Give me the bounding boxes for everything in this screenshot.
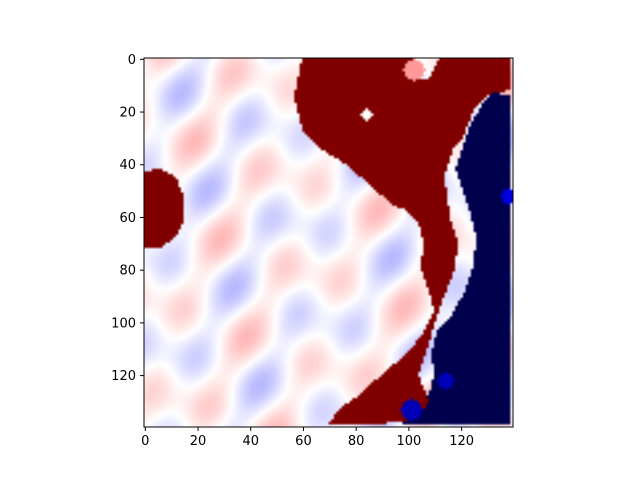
x-tick-label: 0 xyxy=(141,434,149,449)
heatmap-cells xyxy=(144,58,513,427)
y-tick-label: 0 xyxy=(128,53,136,68)
x-axis: 0 20 40 60 80 100 120 xyxy=(141,427,474,449)
x-tick-label: 40 xyxy=(242,434,259,449)
y-tick-label: 100 xyxy=(111,316,136,331)
x-tick-label: 20 xyxy=(190,434,207,449)
y-tick-label: 40 xyxy=(119,158,136,173)
axes-frame xyxy=(143,57,514,428)
x-tick-label: 120 xyxy=(449,434,474,449)
y-axis: 0 20 40 60 80 100 120 xyxy=(111,53,144,384)
y-tick-label: 20 xyxy=(119,106,136,121)
y-tick-label: 80 xyxy=(119,264,136,279)
x-tick-label: 100 xyxy=(396,434,421,449)
x-tick-label: 60 xyxy=(295,434,312,449)
plot-area xyxy=(144,58,513,427)
y-tick-label: 120 xyxy=(111,369,136,384)
x-tick-label: 80 xyxy=(348,434,365,449)
y-tick-label: 60 xyxy=(119,211,136,226)
